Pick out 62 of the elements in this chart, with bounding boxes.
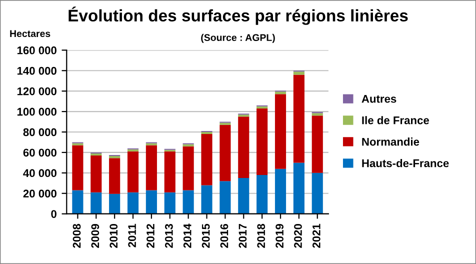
y-tick-label: 160 000 (17, 46, 56, 54)
x-tick-label: 2019 (276, 224, 284, 248)
bar (293, 74, 304, 163)
y-tick-label: 60 000 (23, 148, 56, 157)
bar (238, 178, 250, 214)
x-tick-label: 2015 (202, 224, 210, 248)
bar (109, 194, 120, 214)
x-tick-label: 2008 (72, 224, 81, 248)
chart-title: Évolution des surfaces par régions linières (68, 6, 408, 25)
y-tick-label: 100 000 (17, 108, 56, 116)
x-tick-label: 2018 (257, 224, 266, 248)
bar (256, 174, 268, 214)
bar (127, 192, 139, 214)
bar (90, 156, 102, 192)
legend-label: Ile de France (362, 116, 430, 124)
bar (90, 153, 102, 156)
bar (274, 94, 286, 169)
bar (220, 124, 231, 182)
bar (312, 113, 323, 116)
bar (146, 145, 157, 190)
bar (256, 108, 268, 175)
bar (238, 116, 250, 178)
bar (182, 146, 194, 190)
x-tick-label: 2009 (91, 224, 100, 248)
chart-subtitle: (Source : AGPL) (201, 34, 275, 43)
bar (220, 181, 231, 214)
y-tick-label: 80 000 (23, 128, 56, 136)
bar (293, 162, 304, 214)
x-tick-label: 2014 (183, 224, 192, 248)
legend-label: Hauts-de-France (362, 159, 449, 168)
bar (312, 116, 323, 173)
bar (164, 192, 176, 214)
y-tick-label: 40 000 (23, 169, 56, 178)
bar (72, 145, 84, 190)
bar (293, 72, 304, 75)
bar (274, 168, 286, 214)
bar (201, 134, 212, 186)
y-tick-label: 120 000 (17, 87, 56, 96)
bar (90, 192, 102, 214)
x-tick-label: 2013 (165, 224, 173, 248)
y-tick-label: 20 000 (23, 190, 56, 198)
bar (127, 151, 139, 192)
bar (274, 92, 286, 94)
x-tick-label: 2011 (128, 224, 136, 248)
y-tick-label: 0 (51, 210, 56, 218)
bar (164, 151, 176, 192)
bar (201, 185, 212, 214)
y-tick-label: 140 000 (17, 66, 56, 75)
legend-label: Normandie (362, 138, 420, 146)
bar (109, 158, 120, 194)
bar (182, 190, 194, 214)
bar (312, 172, 323, 214)
x-tick-label: 2010 (110, 224, 118, 248)
x-tick-label: 2016 (220, 224, 228, 248)
bar (146, 190, 157, 214)
x-tick-label: 2017 (238, 224, 247, 248)
bar (72, 190, 84, 214)
y-axis-title: Hectares (10, 30, 50, 38)
legend-label: Autres (362, 95, 396, 103)
x-tick-label: 2020 (294, 224, 302, 248)
x-tick-label: 2012 (146, 224, 154, 248)
x-tick-label: 2021 (312, 224, 320, 248)
